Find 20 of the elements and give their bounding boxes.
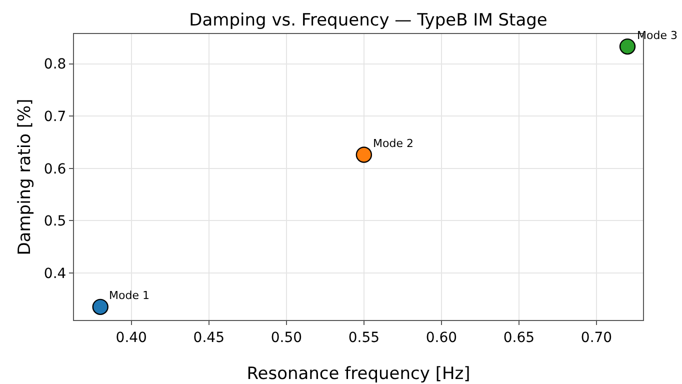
y-tick-label: 0.7	[44, 108, 66, 125]
x-tick-label: 0.45	[193, 330, 224, 346]
point	[619, 38, 636, 55]
x-axis-title: Resonance frequency [Hz]	[246, 364, 470, 384]
x-tick-label: 0.60	[426, 330, 458, 346]
y-tick-label: 0.6	[44, 161, 66, 178]
x-tick-label: 0.50	[270, 330, 302, 346]
point	[92, 298, 108, 316]
y-axis-title: Damping ratio [%]	[15, 98, 35, 256]
y-tick-label: 0.5	[44, 214, 66, 230]
chart-title: Damping vs. Frequency — TypeB IM Stage	[189, 10, 548, 30]
x-tick-label: 0.65	[503, 330, 535, 346]
point	[356, 146, 372, 163]
x-tick-label: 0.55	[348, 330, 380, 346]
x-tick-label: 0.40	[116, 330, 147, 346]
annotation: Mode 2	[373, 137, 414, 150]
y-tick-label: 0.8	[44, 56, 66, 73]
annotation: Mode 1	[109, 289, 150, 302]
y-tick-label: 0.4	[44, 266, 66, 282]
x-tick-label: 0.70	[580, 330, 612, 346]
